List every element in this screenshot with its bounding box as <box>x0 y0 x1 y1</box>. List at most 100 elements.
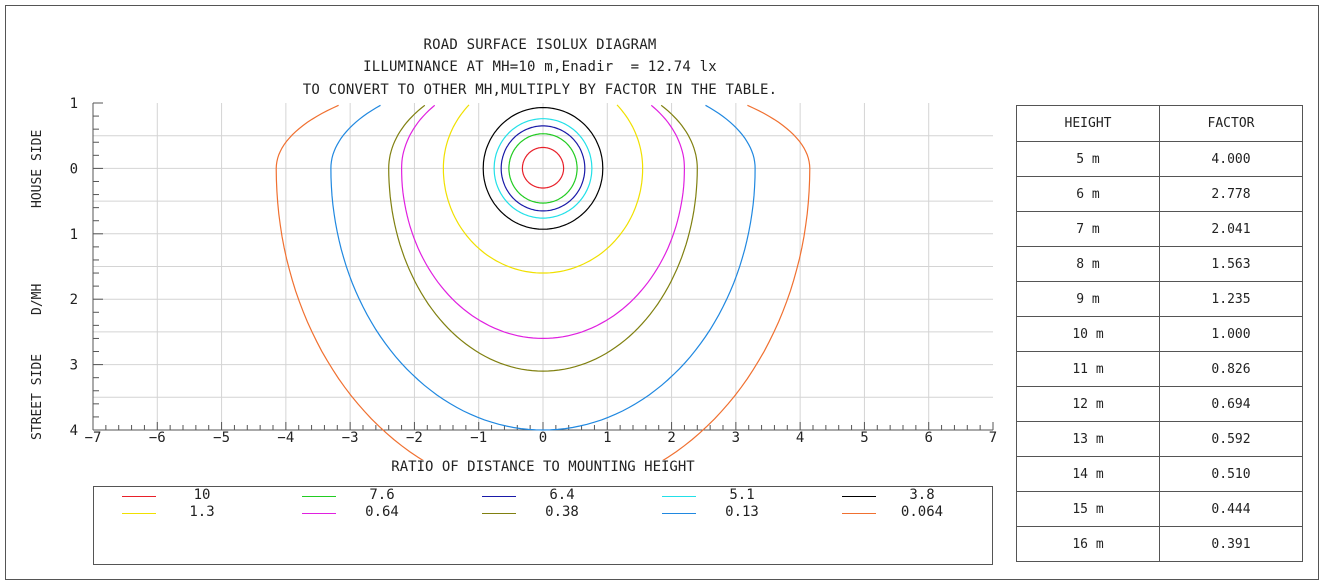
y-axis-label-house-side: HOUSE SIDE <box>30 129 45 208</box>
isolux-contour <box>330 104 756 431</box>
legend-label: 10 <box>193 487 211 503</box>
table-row: 7 m 2.041 <box>1016 211 1303 247</box>
x-tick-label: −1 <box>470 430 487 446</box>
x-tick-label: −5 <box>213 430 230 446</box>
table-row: 16 m 0.391 <box>1016 526 1303 562</box>
height-cell: 13 m <box>1016 421 1160 457</box>
isolux-chart: −7 −6 −5 −4 −3 −2 −1 0 1 2 3 4 5 6 7 1 0 1 2 3 4 <box>70 96 997 460</box>
factor-cell: 1.563 <box>1159 246 1303 282</box>
column-header-factor: FACTOR <box>1159 105 1303 142</box>
isolux-contour <box>400 104 685 340</box>
height-cell: 9 m <box>1016 281 1160 317</box>
y-tick-label: 2 <box>70 292 78 308</box>
legend-label: 0.38 <box>545 504 579 520</box>
factor-cell: 1.235 <box>1159 281 1303 317</box>
chart-title: ROAD SURFACE ISOLUX DIAGRAM <box>423 37 657 53</box>
table-row: 6 m 2.778 <box>1016 176 1303 212</box>
outer-frame <box>5 5 1319 580</box>
x-tick-label: 4 <box>796 430 804 446</box>
factor-cell: 2.778 <box>1159 176 1303 212</box>
table-row: 14 m 0.510 <box>1016 456 1303 492</box>
legend-label: 7.6 <box>369 487 395 503</box>
x-tick-label: 7 <box>989 430 997 446</box>
legend-label: 6.4 <box>549 487 575 503</box>
column-header-height: HEIGHT <box>1016 105 1160 142</box>
legend-label: 1.3 <box>189 504 215 520</box>
x-tick-label: 2 <box>667 430 675 446</box>
isolux-contour <box>275 104 811 460</box>
y-tick-label: 3 <box>70 358 78 374</box>
height-cell: 10 m <box>1016 316 1160 352</box>
legend-swatch <box>842 496 876 497</box>
height-cell: 14 m <box>1016 456 1160 492</box>
height-cell: 5 m <box>1016 141 1160 177</box>
legend-swatch <box>662 496 696 497</box>
x-tick-label: −2 <box>406 430 423 446</box>
x-tick-label: −3 <box>342 430 359 446</box>
legend-swatch <box>302 513 336 514</box>
y-tick-label: 1 <box>70 227 78 243</box>
height-cell: 15 m <box>1016 491 1160 527</box>
height-cell: 7 m <box>1016 211 1160 247</box>
x-tick-label: −4 <box>277 430 294 446</box>
factor-cell: 4.000 <box>1159 141 1303 177</box>
isolux-contour <box>493 118 593 219</box>
legend-label: 3.8 <box>909 487 935 503</box>
y-tick-label: 0 <box>70 161 78 177</box>
factor-cell: 0.592 <box>1159 421 1303 457</box>
table-row: 12 m 0.694 <box>1016 386 1303 422</box>
height-cell: 6 m <box>1016 176 1160 212</box>
isolux-contour <box>521 146 565 189</box>
legend-swatch <box>842 513 876 514</box>
x-tick-label: 0 <box>539 430 547 446</box>
legend-label: 0.13 <box>725 504 759 520</box>
legend-label: 0.64 <box>365 504 399 520</box>
y-axis-label-dmh: D/MH <box>30 283 45 315</box>
x-tick-label: 1 <box>603 430 611 446</box>
height-cell: 11 m <box>1016 351 1160 387</box>
isolux-contour <box>482 107 604 230</box>
table-row: 8 m 1.563 <box>1016 246 1303 282</box>
x-axis-label: RATIO OF DISTANCE TO MOUNTING HEIGHT <box>391 459 695 475</box>
legend-swatch <box>122 496 156 497</box>
table-row: 9 m 1.235 <box>1016 281 1303 317</box>
legend-swatch <box>122 513 156 514</box>
legend: 10 7.6 6.4 5.1 3.8 1.3 0.64 0.38 0.13 0.064 <box>93 486 993 565</box>
x-tick-label: 6 <box>924 430 932 446</box>
legend-swatch <box>302 496 336 497</box>
factor-cell: 0.510 <box>1159 456 1303 492</box>
legend-label: 5.1 <box>729 487 755 503</box>
isolux-contour <box>500 125 586 212</box>
table-row: 13 m 0.592 <box>1016 421 1303 457</box>
legend-label: 0.064 <box>900 504 944 520</box>
legend-swatch <box>482 496 516 497</box>
table-row: 11 m 0.826 <box>1016 351 1303 387</box>
x-tick-label: 5 <box>860 430 868 446</box>
x-tick-label: −7 <box>85 430 102 446</box>
chart-subtitle-illuminance: ILLUMINANCE AT MH=10 m,Enadir = 12.74 lx <box>363 59 717 75</box>
chart-subtitle-conversion: TO CONVERT TO OTHER MH,MULTIPLY BY FACTO… <box>302 82 778 98</box>
isolux-contour <box>388 104 698 372</box>
factor-cell: 0.444 <box>1159 491 1303 527</box>
height-factor-table: HEIGHT FACTOR 5 m 4.000 6 m 2.778 7 m 2.041 8 … <box>1016 105 1303 562</box>
isolux-contour <box>442 104 644 274</box>
factor-cell: 1.000 <box>1159 316 1303 352</box>
isolux-contour <box>508 133 578 204</box>
height-cell: 12 m <box>1016 386 1160 422</box>
height-cell: 16 m <box>1016 526 1160 562</box>
factor-cell: 2.041 <box>1159 211 1303 247</box>
y-tick-label: 4 <box>70 423 78 439</box>
legend-swatch <box>482 513 516 514</box>
x-tick-label: −6 <box>149 430 166 446</box>
y-axis-label-street-side: STREET SIDE <box>30 353 45 440</box>
table-row: 10 m 1.000 <box>1016 316 1303 352</box>
factor-cell: 0.694 <box>1159 386 1303 422</box>
factor-cell: 0.826 <box>1159 351 1303 387</box>
x-tick-label: 3 <box>732 430 740 446</box>
table-header-row: HEIGHT FACTOR <box>1016 105 1303 142</box>
legend-swatch <box>662 513 696 514</box>
y-tick-label: 1 <box>70 96 78 112</box>
table-row: 5 m 4.000 <box>1016 141 1303 177</box>
factor-cell: 0.391 <box>1159 526 1303 562</box>
table-row: 15 m 0.444 <box>1016 491 1303 527</box>
